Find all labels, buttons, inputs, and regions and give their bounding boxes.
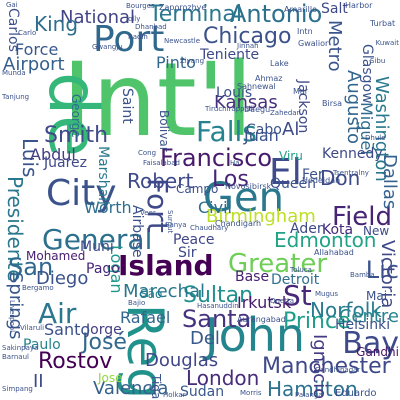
word-toluca: Toluca bbox=[290, 267, 312, 274]
word-zahedan: Zahedan bbox=[270, 110, 301, 117]
word-pago: Pago bbox=[86, 262, 120, 276]
word-del: Del bbox=[190, 330, 220, 348]
word-hodeidah: Hodeidah bbox=[302, 177, 340, 185]
word-dhule: Dhule bbox=[365, 135, 386, 142]
word-bamba: Bamba bbox=[350, 272, 375, 279]
word-aden: Aden bbox=[290, 222, 326, 236]
word-bergamo: Bergamo bbox=[22, 285, 54, 292]
word-hasanuddin: Hasanuddin bbox=[197, 303, 239, 310]
word-tanjung: Tanjung bbox=[2, 94, 29, 101]
word-amarillo: Amarillo bbox=[284, 6, 317, 14]
word-intn: Intn bbox=[297, 28, 313, 36]
word-king: King bbox=[34, 14, 78, 34]
word-kuwait: Kuwait bbox=[376, 40, 399, 47]
word-faisalabad: Faisalabad bbox=[143, 160, 180, 167]
word-tiga: Tiga bbox=[150, 374, 162, 399]
word-palanga: Palanga bbox=[295, 392, 323, 399]
word-jorge: Jorge bbox=[86, 323, 122, 337]
word-gai: Gai bbox=[6, 2, 18, 9]
word-new: New bbox=[363, 225, 389, 237]
word-ii: II bbox=[33, 373, 44, 391]
word-dhanbad: Dhanbad bbox=[135, 24, 167, 31]
word-chaudhary: Chaudhary bbox=[190, 225, 228, 232]
word-aurangabad: Aurangabad bbox=[237, 316, 286, 324]
word-lake: Lake bbox=[270, 60, 289, 68]
word-douglas: Douglas bbox=[145, 352, 218, 370]
word-bourges: Bourges bbox=[126, 3, 155, 10]
word-helsinki: Helsinki bbox=[335, 318, 390, 332]
word-simpang: Simpang bbox=[2, 386, 33, 393]
word-gwalior: Gwalior bbox=[298, 40, 328, 48]
word-ahmaz: Ahmaz bbox=[255, 75, 282, 83]
word-mohamed: Mohamed bbox=[26, 250, 85, 262]
word-sir: Sir bbox=[178, 246, 197, 260]
word-holkar: Holkar bbox=[163, 392, 186, 399]
word-cabo: Cabo bbox=[246, 123, 282, 137]
word-salt: Salt bbox=[321, 2, 348, 16]
word-daegu: Daegu bbox=[244, 106, 270, 114]
word-sudan: Sudan bbox=[180, 385, 224, 399]
word-birsa: Birsa bbox=[322, 100, 342, 108]
word-teniente: Teniente bbox=[200, 48, 259, 62]
word-jolly: Jolly bbox=[126, 16, 140, 23]
word-allahabad: Allahabad bbox=[314, 249, 354, 257]
word-jinnah: Jinnah bbox=[237, 43, 259, 50]
word-cong: Cong bbox=[138, 150, 156, 157]
word-bajio: Bajio bbox=[128, 300, 145, 307]
word-mugus: Mugus bbox=[315, 291, 338, 298]
word-quetta: Quetta bbox=[270, 298, 294, 305]
word-eduardo: Eduardo bbox=[335, 389, 377, 399]
word-gandhi: Gandhi bbox=[356, 346, 399, 358]
word-mai: Mai bbox=[366, 290, 387, 302]
word-civil: Civil bbox=[198, 200, 232, 216]
word-gwangju: Gwangju bbox=[92, 44, 123, 51]
word-harbor: Harbor bbox=[345, 2, 372, 10]
word-liverpool: Liverpool bbox=[8, 300, 15, 332]
word-saint: Saint bbox=[120, 88, 134, 124]
word-carlo: Carlo bbox=[18, 30, 36, 37]
word-sanya: Sanya bbox=[165, 222, 187, 229]
word-morris: Morris bbox=[240, 390, 262, 397]
word-jose: Jose bbox=[98, 372, 123, 384]
word-george: George bbox=[70, 94, 82, 138]
word-gandhinagar: Gandhinagar bbox=[315, 367, 360, 374]
word-zaporozhye: Zaporozhye bbox=[159, 4, 206, 12]
word-viru: Viru bbox=[279, 150, 303, 162]
word-kota: Kota bbox=[322, 223, 353, 237]
word-detroit: Detroit bbox=[271, 273, 319, 287]
word-santo: Santo bbox=[44, 322, 90, 338]
word-veer: Veer bbox=[140, 210, 156, 217]
word-sahnewal: Sahnewal bbox=[237, 83, 276, 91]
word-juarez: Juarez bbox=[44, 156, 87, 170]
word-bolivar: Bolivar bbox=[158, 110, 170, 152]
word-dallas: Dallas bbox=[380, 154, 398, 209]
word-munda: Munda bbox=[2, 70, 26, 77]
word-base: Base bbox=[235, 270, 269, 284]
word-tsentralny: Tsentralny bbox=[333, 170, 369, 177]
word-kennedy: Kennedy bbox=[322, 147, 383, 161]
word-campo: Campo bbox=[176, 183, 218, 195]
word-radin: Radin bbox=[128, 34, 148, 41]
word-newcastle: Newcastle bbox=[164, 38, 200, 45]
word-glasgow: Glasgow bbox=[360, 44, 374, 104]
word-ziyang: Ziyang bbox=[180, 58, 204, 65]
word-force: Force bbox=[15, 42, 58, 58]
word-barnaul: Barnaul bbox=[2, 354, 29, 361]
word-rafael: Rafael bbox=[120, 310, 170, 326]
word-vilaruli: Vilaruli bbox=[20, 325, 44, 332]
word-marshall: Marshall bbox=[96, 146, 110, 205]
word-sibu: Sibu bbox=[370, 58, 385, 65]
word-turbat: Turbat bbox=[370, 20, 395, 28]
word-muni: Muni bbox=[80, 240, 114, 254]
word-mar: Mar bbox=[293, 88, 308, 96]
word-ha: Ha bbox=[230, 160, 240, 167]
word-novosibirsk: Novosibirsk bbox=[225, 183, 271, 191]
word-sakinpaya: Sakinpaya bbox=[2, 345, 38, 352]
